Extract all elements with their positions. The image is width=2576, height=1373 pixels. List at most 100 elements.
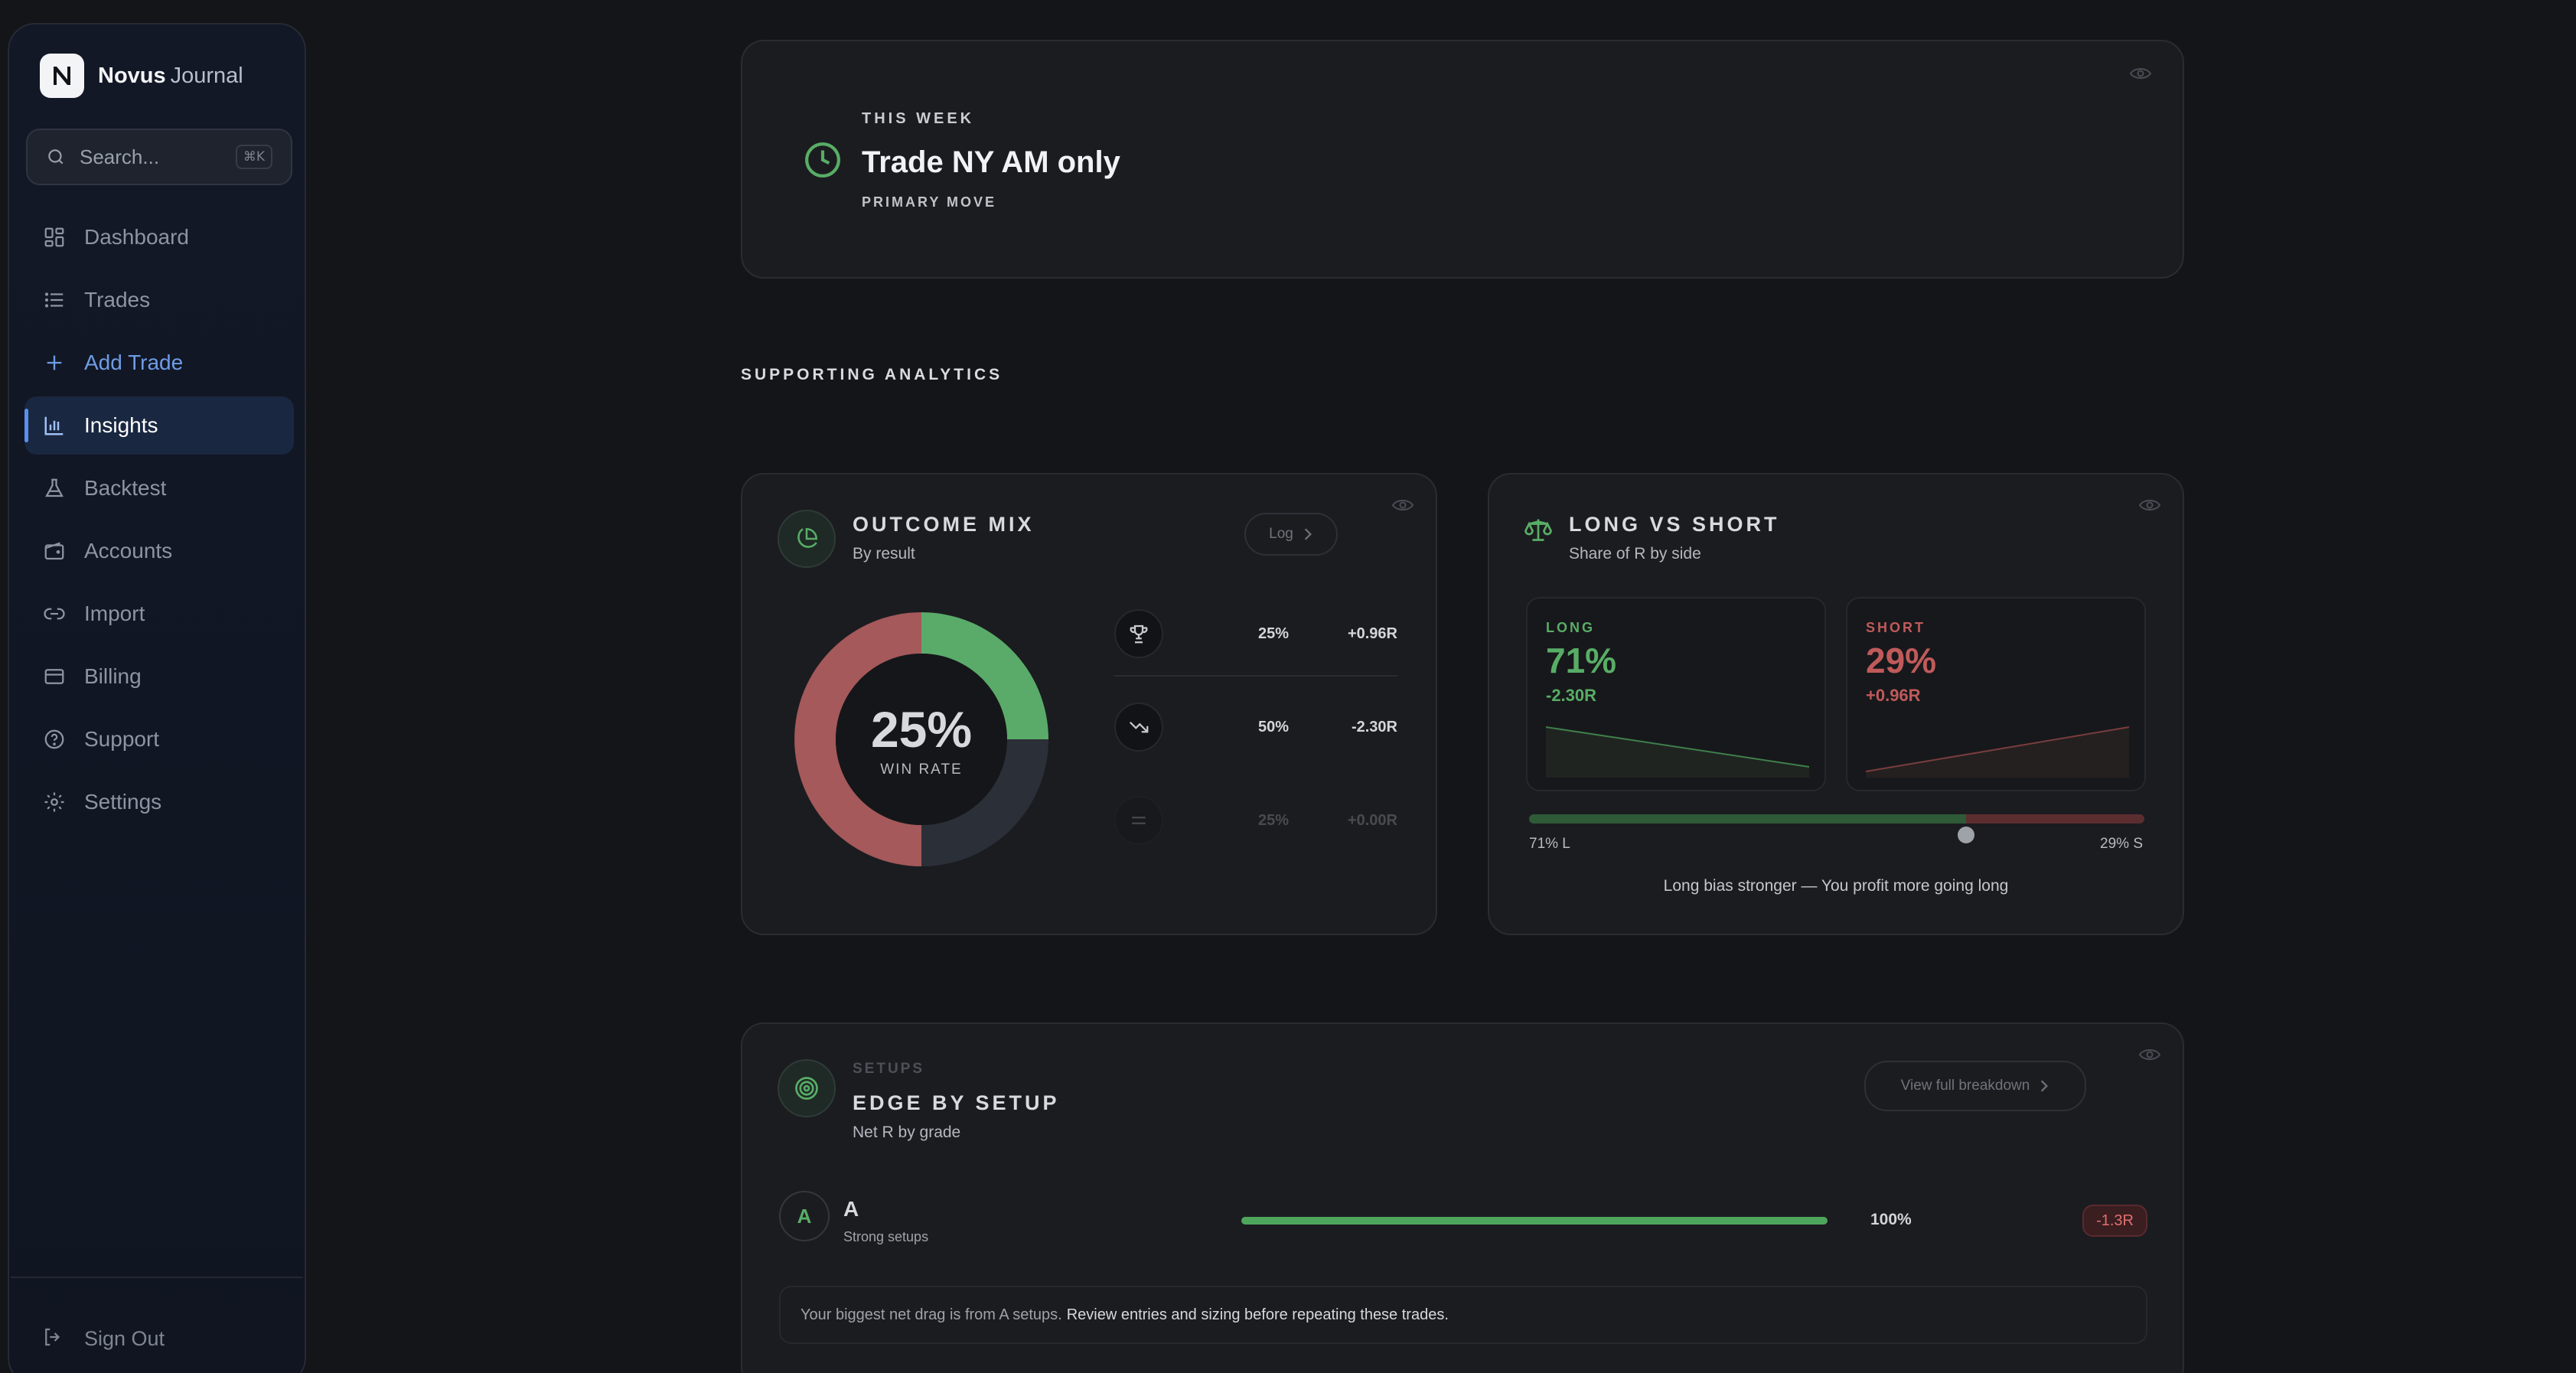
- sidebar-item-trades[interactable]: Trades: [24, 271, 294, 329]
- chevron-right-icon: [1304, 528, 1312, 540]
- logo-icon: [40, 54, 84, 98]
- sidebar-item-backtest[interactable]: Backtest: [24, 459, 294, 517]
- sidebar-nav: Dashboard Trades Add Trade Insights Back…: [24, 208, 294, 836]
- eye-icon[interactable]: [2138, 1047, 2161, 1062]
- sidebar-item-insights[interactable]: Insights: [24, 396, 294, 455]
- sidebar-item-settings[interactable]: Settings: [24, 773, 294, 831]
- log-button-label: Log: [1269, 526, 1293, 542]
- sidebar-item-support[interactable]: Support: [24, 710, 294, 768]
- sidebar-item-label: Backtest: [84, 476, 167, 500]
- outcome-r: +0.00R: [1347, 811, 1397, 829]
- long-r: -2.30R: [1546, 686, 1597, 705]
- donut-slice-win[interactable]: [921, 612, 1048, 739]
- eye-icon[interactable]: [1391, 497, 1414, 513]
- sidebar-item-label: Accounts: [84, 539, 173, 563]
- win-rate-label: WIN RATE: [880, 762, 963, 778]
- long-short-title: LONG VS SHORT: [1569, 513, 1780, 536]
- long-sparkline: [1546, 726, 1809, 778]
- dashboard-icon: [41, 224, 67, 250]
- sidebar-item-dashboard[interactable]: Dashboard: [24, 208, 294, 266]
- link-icon: [41, 601, 67, 627]
- sidebar-item-label: Trades: [84, 288, 151, 311]
- plus-icon: [41, 350, 67, 376]
- edge-by-setup-title: EDGE BY SETUP: [853, 1091, 1060, 1114]
- bias-bar-long: [1529, 814, 1966, 823]
- sidebar-item-accounts[interactable]: Accounts: [24, 522, 294, 580]
- gear-icon: [41, 789, 67, 815]
- sidebar-item-add-trade[interactable]: Add Trade: [24, 334, 294, 392]
- hero-title: Trade NY AM only: [862, 145, 1120, 179]
- sidebar-item-label: Insights: [84, 413, 158, 437]
- grade-share-bar: [1241, 1217, 1828, 1225]
- bias-short-label: 29% S: [2100, 836, 2143, 852]
- sign-out-button[interactable]: Sign Out: [41, 1326, 165, 1352]
- bias-slider-handle[interactable]: [1957, 827, 1974, 843]
- bias-note: Long bias stronger — You profit more goi…: [1663, 877, 2009, 895]
- outcome-pct: 25%: [1257, 811, 1289, 829]
- bias-long-label: 71% L: [1529, 836, 1570, 852]
- insight-strong-text: Review entries and sizing before repeati…: [1066, 1306, 1449, 1323]
- section-title: SUPPORTING ANALYTICS: [741, 366, 1003, 383]
- sidebar-item-label: Support: [84, 727, 160, 751]
- eye-icon[interactable]: [2129, 66, 2152, 81]
- row-divider: [1114, 675, 1397, 677]
- grade-name: A: [843, 1197, 859, 1221]
- long-side-box[interactable]: LONG 71% -2.30R: [1526, 597, 1826, 791]
- scale-icon: [1524, 519, 1552, 541]
- search-placeholder: Search...: [80, 145, 160, 168]
- donut-slice-breakeven[interactable]: [921, 739, 1048, 866]
- outcome-mix-card: OUTCOME MIX By result Log 25% WIN RATE 2…: [741, 473, 1437, 935]
- donut-slice-loss[interactable]: [794, 612, 921, 866]
- grade-share-pct: 100%: [1870, 1211, 1912, 1228]
- hero-subtitle: PRIMARY MOVE: [862, 194, 997, 210]
- outcome-r: +0.96R: [1347, 625, 1397, 642]
- sidebar-item-label: Import: [84, 602, 145, 625]
- short-pct: 29%: [1866, 641, 1937, 680]
- sidebar-item-label: Settings: [84, 790, 162, 814]
- sidebar-item-label: Dashboard: [84, 225, 189, 249]
- sidebar-item-label: Billing: [84, 664, 142, 688]
- target-icon: [778, 1059, 836, 1117]
- flask-icon: [41, 475, 67, 501]
- sign-out-label: Sign Out: [84, 1326, 165, 1350]
- donut-center: 25% WIN RATE: [793, 611, 1050, 868]
- trending-down-icon: [1114, 703, 1163, 752]
- sidebar-item-billing[interactable]: Billing: [24, 647, 294, 706]
- long-short-subtitle: Share of R by side: [1569, 545, 1701, 563]
- sidebar-divider: [11, 1277, 303, 1278]
- wallet-icon: [41, 538, 67, 564]
- outcome-row-loss[interactable]: 50% -2.30R: [1114, 698, 1397, 756]
- edge-by-setup-subtitle: Net R by grade: [853, 1124, 961, 1141]
- long-label: LONG: [1546, 620, 1595, 635]
- equals-icon: [1114, 796, 1163, 845]
- short-side-box[interactable]: SHORT 29% +0.96R: [1846, 597, 2146, 791]
- outcome-row-win[interactable]: 25% +0.96R: [1114, 605, 1397, 663]
- credit-card-icon: [41, 664, 67, 690]
- setups-kicker: SETUPS: [853, 1061, 925, 1077]
- trophy-icon: [1114, 609, 1163, 658]
- help-circle-icon: [41, 726, 67, 752]
- weekly-focus-card: THIS WEEK Trade NY AM only PRIMARY MOVE: [741, 40, 2184, 279]
- eye-icon[interactable]: [2138, 497, 2161, 513]
- long-vs-short-card: LONG VS SHORT Share of R by side LONG 71…: [1488, 473, 2184, 935]
- outcome-row-breakeven[interactable]: 25% +0.00R: [1114, 791, 1397, 850]
- log-button[interactable]: Log: [1244, 513, 1338, 556]
- sidebar: Novus Journal Search... ⌘K Dashboard Trad…: [8, 23, 306, 1373]
- grade-badge: A: [779, 1191, 830, 1241]
- grade-share-fill: [1241, 1217, 1828, 1225]
- search-input[interactable]: Search... ⌘K: [26, 129, 292, 185]
- search-icon: [48, 149, 64, 165]
- bias-bar: [1529, 814, 2144, 823]
- insight-muted-text: Your biggest net drag is from A setups.: [801, 1306, 1062, 1323]
- view-full-breakdown-button[interactable]: View full breakdown: [1864, 1061, 2086, 1111]
- outcome-pct: 50%: [1257, 718, 1289, 735]
- list-icon: [41, 287, 67, 313]
- hero-kicker: THIS WEEK: [862, 110, 975, 127]
- outcome-pct: 25%: [1257, 625, 1289, 642]
- bias-bar-short: [1965, 814, 2144, 823]
- chevron-right-icon: [2041, 1080, 2049, 1092]
- brand[interactable]: Novus Journal: [40, 54, 243, 98]
- clock-icon: [805, 142, 840, 178]
- short-sparkline: [1866, 726, 2129, 778]
- sidebar-item-import[interactable]: Import: [24, 585, 294, 643]
